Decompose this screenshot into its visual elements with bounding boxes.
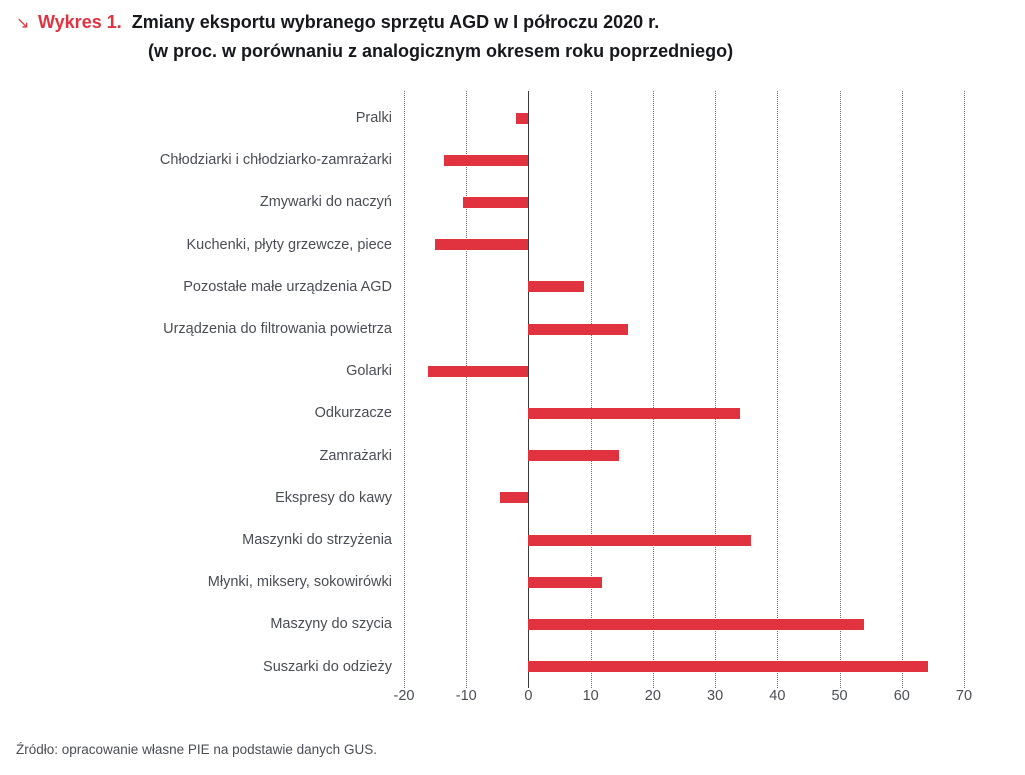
category-label: Chłodziarki i chłodziarko-zamrażarki — [159, 152, 392, 169]
bar — [463, 196, 529, 208]
category-label: Maszyny do szycia — [270, 616, 392, 633]
bar — [528, 576, 602, 588]
bar — [435, 239, 529, 251]
gridline — [404, 91, 406, 688]
bar — [528, 323, 628, 335]
bar — [528, 407, 740, 419]
x-tick-label: 10 — [582, 688, 599, 704]
arrow-down-right-icon: ↘ — [16, 15, 30, 32]
page-subtitle: (w proc. w porównaniu z analogicznym okr… — [148, 40, 734, 61]
bar — [444, 154, 529, 166]
category-label: Maszynki do strzyżenia — [242, 532, 392, 548]
category-axis-labels: Pralki Chłodziarki i chłodziarko-zamrażar… — [0, 88, 392, 688]
title-line-secondary: (w proc. w porównaniu z analogicznym okr… — [0, 39, 1025, 65]
bar — [528, 618, 865, 630]
zero-axis-line — [528, 91, 530, 688]
category-label: Kuchenki, płyty grzewcze, piece — [186, 236, 392, 253]
bar — [500, 492, 529, 504]
x-tick-label: 50 — [831, 688, 848, 704]
page-title: Zmiany eksportu wybranego sprzętu AGD w … — [131, 12, 660, 32]
x-tick-label: 70 — [955, 688, 973, 704]
bar — [427, 365, 529, 377]
category-label: Pozostałe małe urządzenia AGD — [183, 278, 392, 295]
category-label: Urządzenia do filtrowania powietrza — [163, 321, 392, 337]
category-label: Suszarki do odzieży — [263, 658, 392, 675]
value-axis-labels: -20 -10 0 10 20 30 40 50 60 70 — [0, 688, 1025, 718]
x-tick-label: 30 — [707, 688, 724, 704]
category-label: Pralki — [355, 110, 392, 126]
chart-canvas — [0, 88, 1025, 688]
bar — [528, 534, 752, 546]
gridline — [590, 91, 593, 688]
category-label: Zamrażarki — [319, 447, 392, 464]
bar — [528, 281, 585, 293]
bar — [528, 450, 620, 462]
x-tick-label: -10 — [455, 688, 477, 704]
x-tick-label: 60 — [893, 688, 910, 704]
gridline — [839, 91, 842, 688]
x-tick-label: 20 — [644, 688, 661, 704]
chart-number-label: Wykres 1. — [38, 12, 122, 32]
source-note: Źródło: opracowanie własne PIE na podsta… — [16, 742, 377, 757]
category-label: Golarki — [346, 363, 392, 380]
bar — [528, 661, 928, 673]
gridline — [466, 91, 468, 688]
category-label: Ekspresy do kawy — [275, 489, 392, 506]
category-label: Młynki, miksery, sokowirówki — [207, 574, 392, 591]
gridline — [964, 91, 966, 688]
x-tick-label: 0 — [524, 688, 533, 704]
category-label: Zmywarki do naczyń — [259, 194, 392, 211]
bar — [516, 112, 529, 124]
title-line-primary: ↘ Wykres 1. Zmiany eksportu wybranego sp… — [0, 10, 1025, 36]
gridline — [652, 91, 655, 688]
gridline — [715, 91, 717, 688]
x-tick-label: 40 — [769, 688, 786, 704]
chart-header: ↘ Wykres 1. Zmiany eksportu wybranego sp… — [0, 0, 1025, 64]
gridline — [777, 91, 779, 688]
plot-area — [404, 91, 966, 688]
gridline — [901, 91, 904, 688]
x-tick-label: -20 — [393, 688, 415, 704]
category-label: Odkurzacze — [314, 405, 392, 422]
